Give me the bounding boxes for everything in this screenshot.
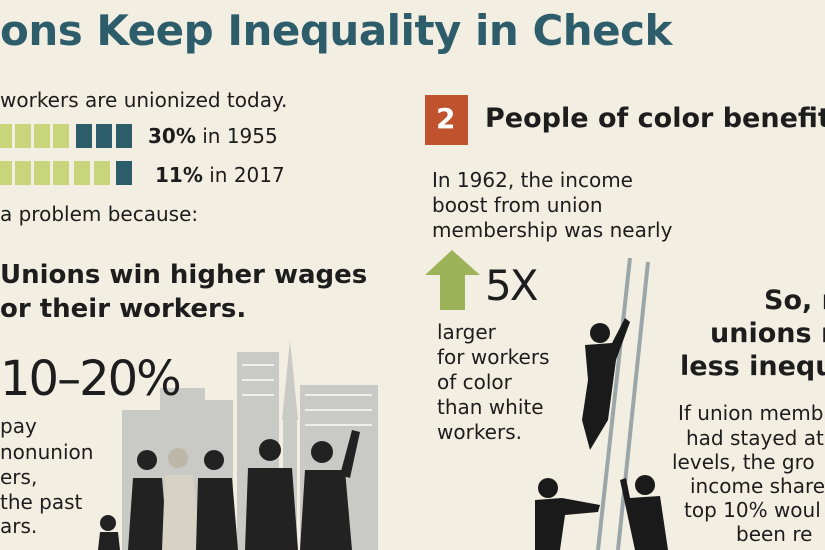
rate: 30% in 1955 (148, 126, 278, 146)
text: had stayed at (686, 426, 824, 450)
heading: unions n (710, 318, 825, 349)
year: in 1955 (195, 124, 278, 148)
ladder (596, 257, 650, 550)
icon (116, 161, 132, 185)
stat-text: ers, (0, 465, 38, 489)
workers (98, 430, 360, 550)
icon (53, 161, 69, 185)
text: workers. (437, 420, 522, 444)
intro: membership was nearly (432, 218, 673, 242)
lead: a problem because: (0, 202, 199, 226)
icon (0, 124, 12, 148)
stat-text: nonunion (0, 440, 94, 464)
icon (15, 161, 31, 185)
heading: less inequa (680, 351, 825, 382)
heading: Unions win higher wages (0, 260, 368, 290)
stat-text: ars. (0, 514, 38, 538)
icon (96, 124, 112, 148)
rate: 11% in 2017 (155, 165, 285, 185)
percent: 30% (148, 124, 196, 148)
text: income share (690, 474, 825, 498)
text: been re (736, 522, 813, 546)
intro: boost from union (432, 193, 603, 217)
arrow-up (425, 250, 480, 310)
icon (34, 124, 50, 148)
section-number: 2 (436, 102, 456, 135)
stat: 10–20% (0, 351, 182, 407)
icon (74, 161, 90, 185)
icon (15, 124, 31, 148)
windows (242, 364, 372, 426)
percent: 11% (155, 163, 203, 187)
climbers (535, 318, 668, 550)
stat-text: the past (0, 490, 83, 514)
icon (76, 124, 92, 148)
multiplier: 5X (485, 261, 538, 310)
intro: In 1962, the income (432, 168, 633, 192)
text: than white (437, 395, 544, 419)
number-box (425, 95, 468, 145)
text: If union memb (678, 401, 824, 425)
icon (53, 124, 69, 148)
year: in 2017 (202, 163, 285, 187)
text: for workers (437, 345, 550, 369)
heading: or their workers. (0, 294, 247, 324)
icon (116, 124, 132, 148)
title: ons Keep Inequality in Check (0, 6, 673, 55)
icon (34, 161, 50, 185)
text: levels, the gro (672, 450, 815, 474)
intro: workers are unionized today. (0, 88, 288, 112)
icon (94, 161, 110, 185)
text: of color (437, 370, 512, 394)
heading: So, m (764, 285, 825, 316)
stat-text: pay (0, 414, 37, 438)
heading: People of color benefit m (485, 103, 825, 134)
icon (0, 161, 12, 185)
text: top 10% woul (684, 498, 821, 522)
text: larger (437, 320, 496, 344)
